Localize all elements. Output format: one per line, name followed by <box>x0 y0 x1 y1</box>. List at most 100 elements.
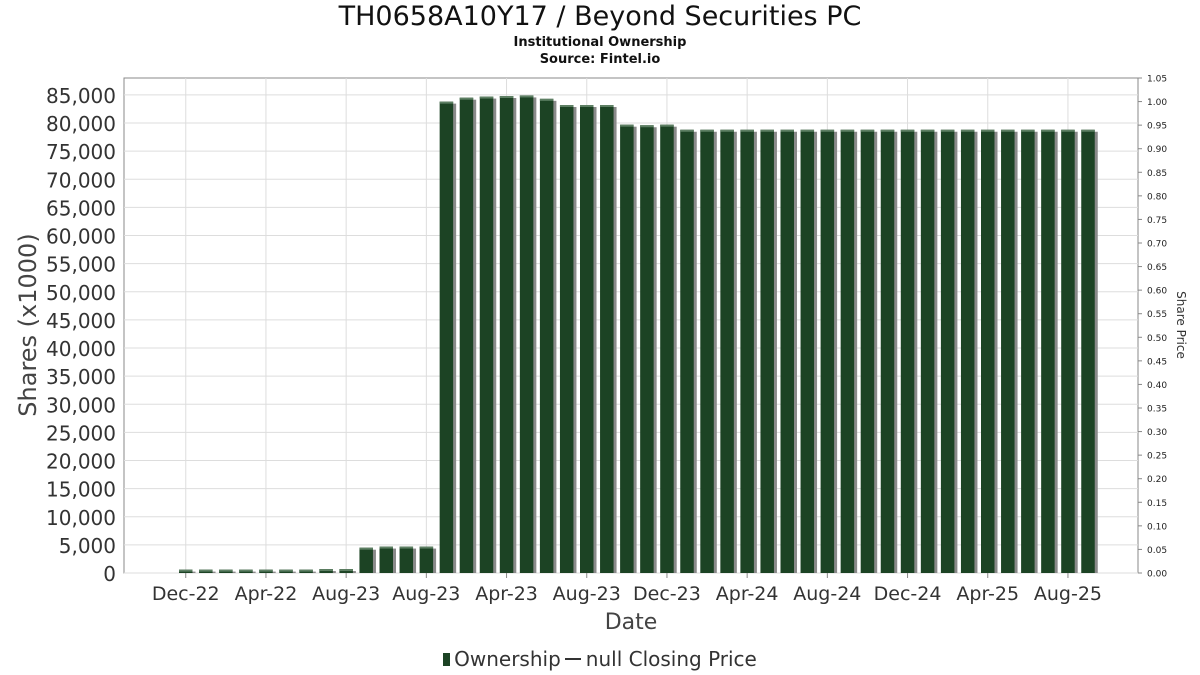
bar-series-ownership <box>179 95 1098 573</box>
ownership-bar <box>600 105 614 573</box>
bar-highlight <box>359 547 373 550</box>
x-tick-label: Apr-23 <box>475 583 538 605</box>
ownership-bar <box>780 129 794 573</box>
y-tick-label: 65,000 <box>46 196 116 220</box>
ownership-bar <box>981 129 995 573</box>
y-tick-label: 40,000 <box>46 337 116 361</box>
ownership-bar <box>439 101 454 573</box>
bar-highlight <box>840 129 855 132</box>
y-tick-label: 45,000 <box>46 309 116 333</box>
bar-highlight <box>339 569 353 572</box>
bar-highlight <box>399 546 414 549</box>
x-tick-label: Apr-25 <box>956 583 1019 605</box>
chart-source: Source: Fintel.io <box>539 52 661 67</box>
bar-highlight <box>459 97 474 100</box>
y-tick-label: 60,000 <box>46 225 116 249</box>
y2-tick-label: 0.55 <box>1147 310 1167 320</box>
y2-tick-label: 0.75 <box>1147 216 1167 226</box>
x-tick-label: Aug-24 <box>793 583 861 605</box>
ownership-bar <box>559 105 574 573</box>
y2-tick-label: 1.05 <box>1147 75 1167 85</box>
ownership-bar <box>399 546 414 573</box>
ownership-bar <box>860 129 875 573</box>
ownership-bar <box>1021 129 1035 573</box>
ownership-bar <box>940 129 955 573</box>
y-tick-label: 70,000 <box>46 168 116 192</box>
legend-price-label: null Closing Price <box>585 647 757 671</box>
y-tick-label: 5,000 <box>59 534 116 558</box>
bar-highlight <box>900 129 915 132</box>
y-tick-label: 75,000 <box>46 140 116 164</box>
bar-highlight <box>479 96 494 99</box>
bar-highlight <box>179 569 193 572</box>
bar-highlight <box>1021 129 1035 132</box>
bar-highlight <box>539 98 554 101</box>
y2-axis-ticks: 0.00 0.05 0.10 0.15 0.20 0.25 0.30 0.35 0.40 0.45… <box>1138 75 1167 580</box>
bar-highlight <box>720 129 734 132</box>
y-tick-label: 85,000 <box>46 84 116 108</box>
bar-highlight <box>319 569 333 572</box>
y-tick-label: 20,000 <box>46 450 116 474</box>
bar-highlight <box>1041 129 1055 132</box>
y-tick-label: 35,000 <box>46 365 116 389</box>
bar-highlight <box>419 546 434 549</box>
ownership-bar <box>419 546 434 573</box>
bar-highlight <box>499 96 514 98</box>
y2-tick-label: 0.10 <box>1147 522 1167 532</box>
ownership-bar <box>1001 129 1015 573</box>
legend-ownership-label: Ownership <box>454 647 561 671</box>
bar-highlight <box>981 129 995 132</box>
y-tick-label: 50,000 <box>46 281 116 305</box>
y-tick-label: 10,000 <box>46 506 116 530</box>
ownership-bar <box>580 105 594 573</box>
y2-tick-label: 0.50 <box>1147 334 1167 344</box>
ownership-bar <box>1061 129 1075 573</box>
bar-highlight <box>279 569 293 572</box>
bar-highlight <box>640 125 654 128</box>
y2-tick-label: 0.40 <box>1147 381 1167 391</box>
bar-highlight <box>820 129 835 132</box>
x-tick-label: Aug-23 <box>553 583 621 605</box>
ownership-bar <box>740 129 754 573</box>
y2-tick-label: 0.65 <box>1147 263 1167 273</box>
bar-highlight <box>239 569 253 572</box>
ownership-bar <box>960 129 975 573</box>
ownership-bar <box>800 129 815 573</box>
y2-tick-label: 0.20 <box>1147 475 1167 485</box>
y-axis-ticks: 0 5,000 10,000 15,000 20,000 25,000 30,000 35,0… <box>46 84 116 586</box>
y2-tick-label: 0.05 <box>1147 546 1167 556</box>
bar-highlight <box>860 129 875 132</box>
bar-highlight <box>259 569 273 572</box>
y-tick-label: 0 <box>103 562 116 586</box>
y-tick-label: 55,000 <box>46 253 116 277</box>
x-tick-label: Dec-22 <box>152 583 220 605</box>
bar-highlight <box>1081 129 1095 132</box>
ownership-bar <box>660 124 674 573</box>
bar-highlight <box>960 129 975 132</box>
ownership-bar <box>640 125 654 573</box>
x-tick-label: Apr-22 <box>235 583 298 605</box>
ownership-bar <box>900 129 915 573</box>
bar-highlight <box>680 129 694 132</box>
bar-highlight <box>880 129 895 132</box>
bar-highlight <box>920 129 935 132</box>
y2-tick-label: 0.45 <box>1147 357 1167 367</box>
bar-highlight <box>700 129 714 132</box>
y-tick-label: 15,000 <box>46 478 116 502</box>
ownership-bar <box>700 129 714 573</box>
x-tick-label: Dec-23 <box>633 583 701 605</box>
bar-highlight <box>740 129 754 132</box>
ownership-bar <box>620 124 634 573</box>
x-tick-label: Apr-24 <box>716 583 779 605</box>
ownership-bar <box>760 129 774 573</box>
y-tick-label: 25,000 <box>46 421 116 445</box>
ownership-bar <box>720 129 734 573</box>
y2-tick-label: 0.85 <box>1147 169 1167 179</box>
bar-highlight <box>559 105 574 107</box>
bar-highlight <box>580 105 594 107</box>
y2-tick-label: 0.25 <box>1147 452 1167 462</box>
x-tick-label: Dec-24 <box>874 583 942 605</box>
y2-tick-label: 0.15 <box>1147 499 1167 509</box>
x-axis-label: Date <box>605 610 658 635</box>
